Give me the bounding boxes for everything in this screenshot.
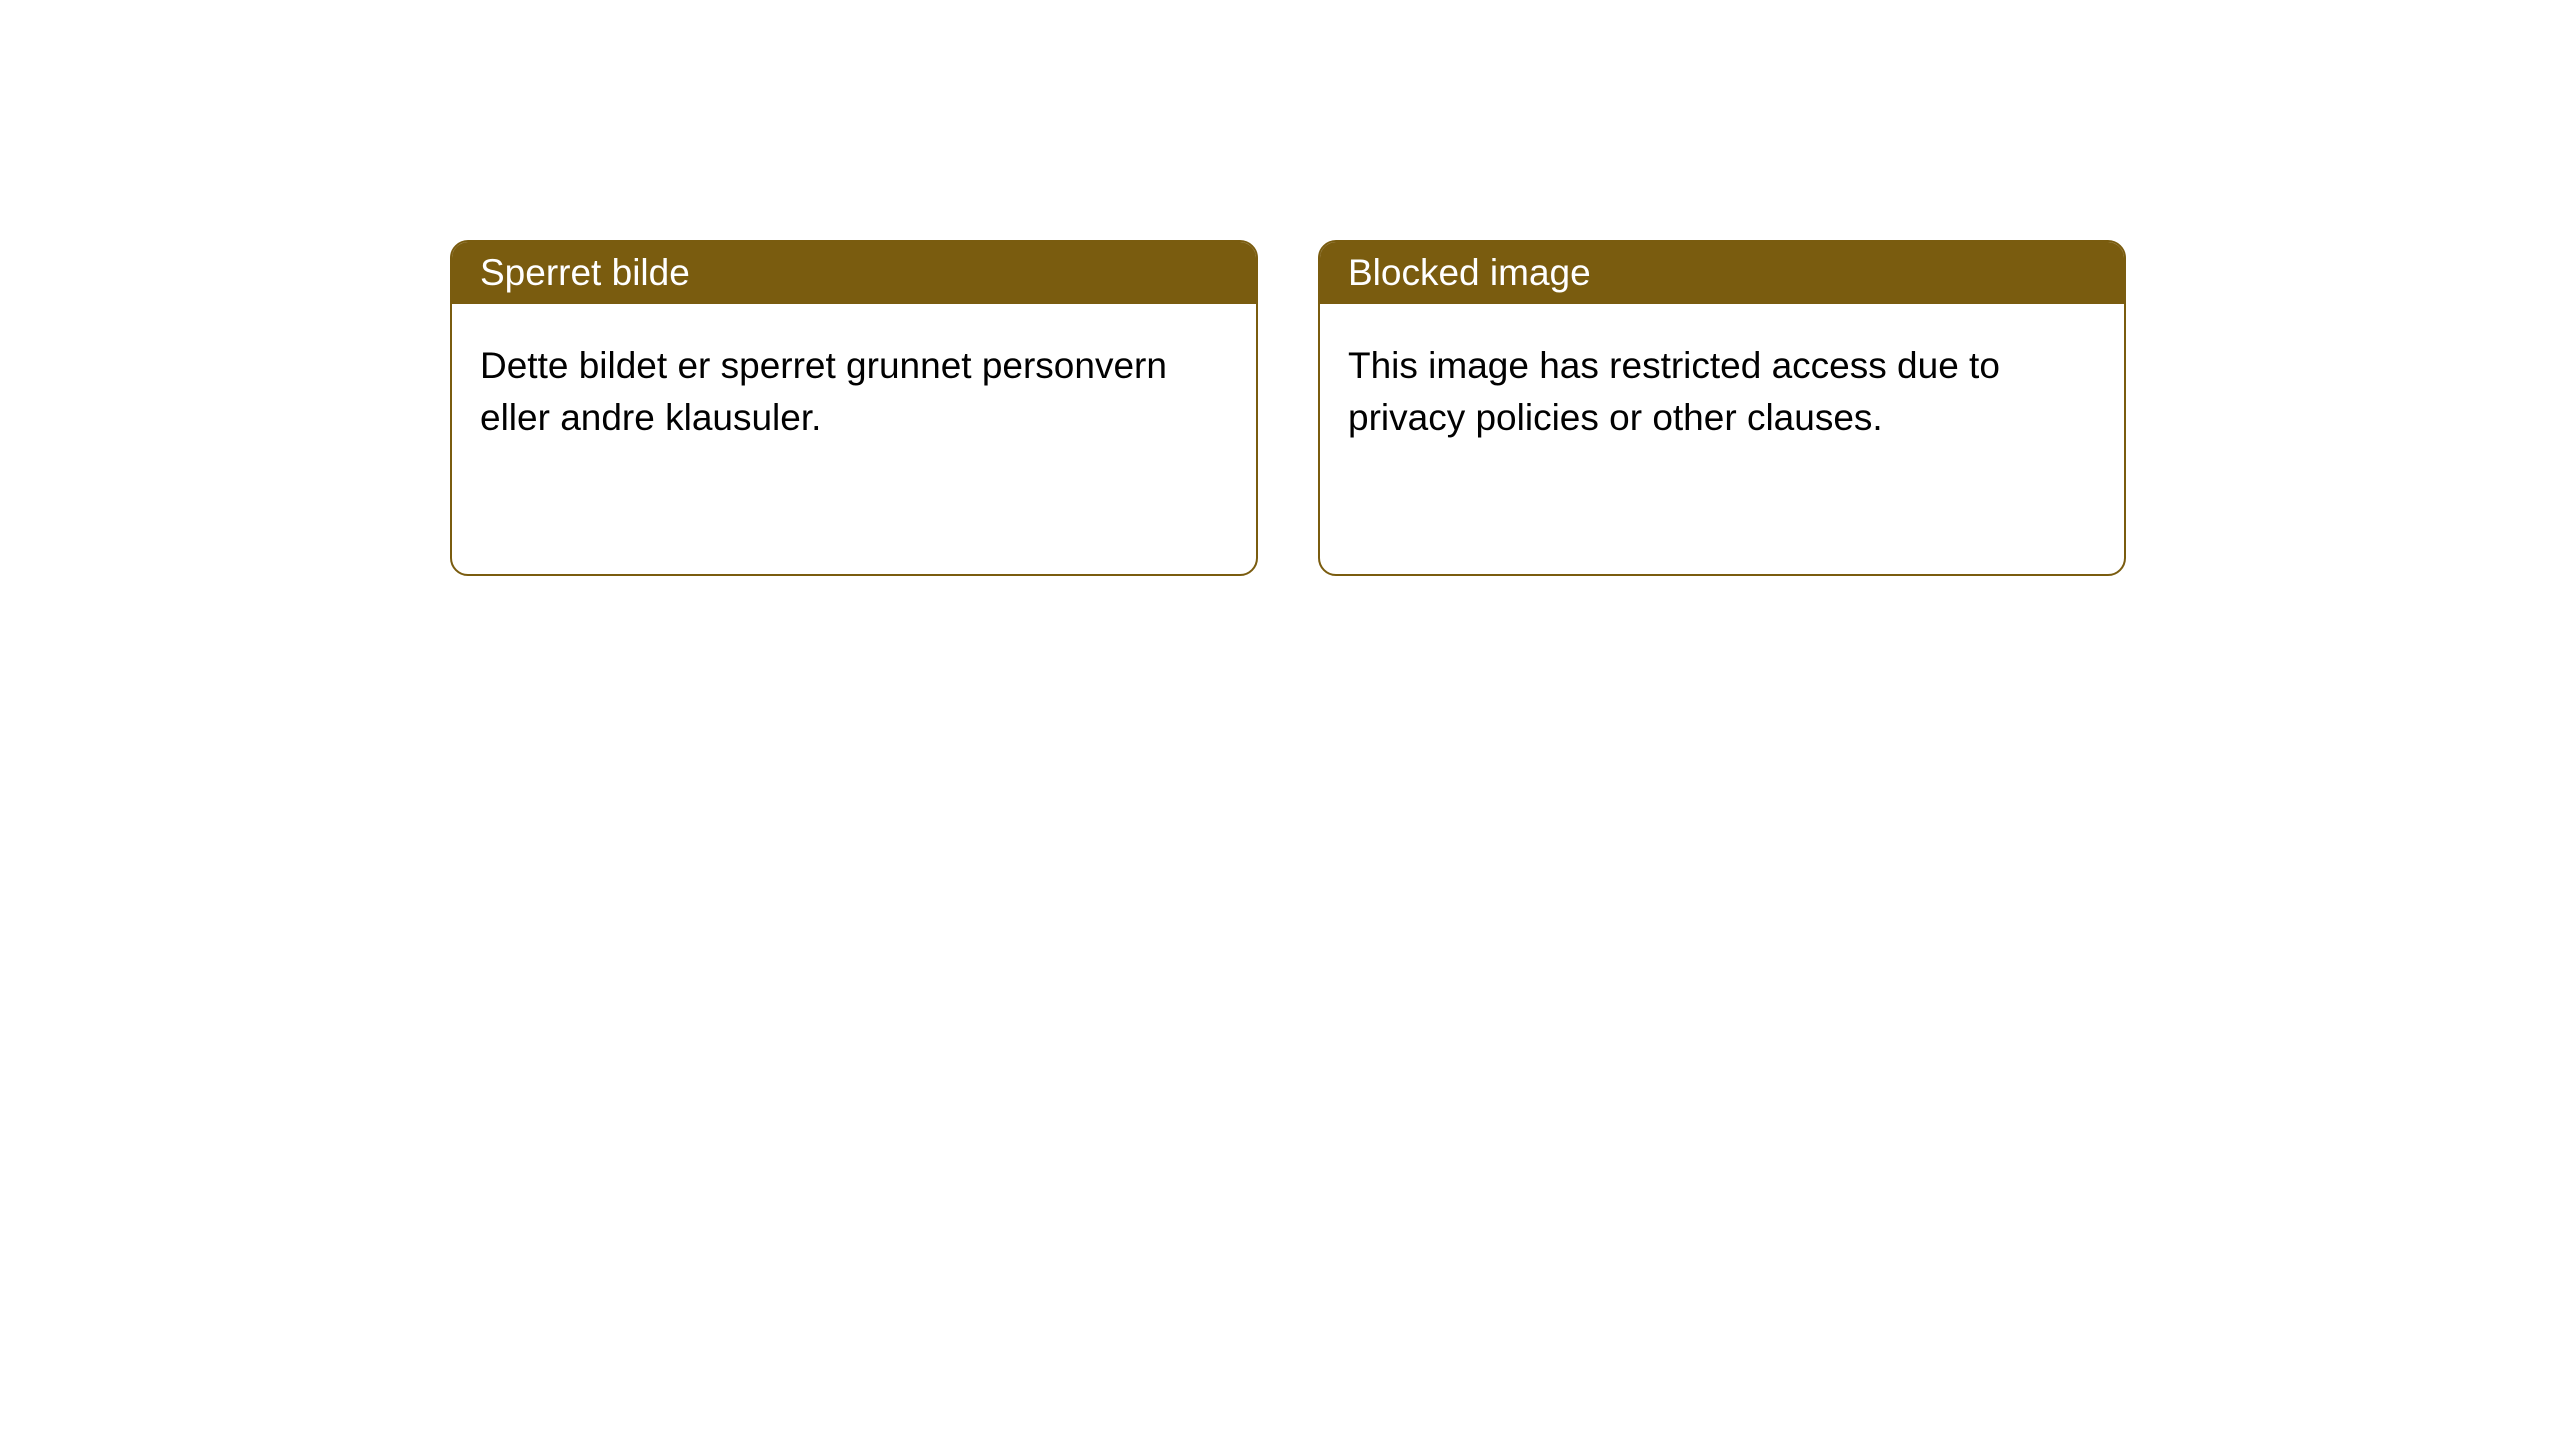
notice-card-english: Blocked image This image has restricted … xyxy=(1318,240,2126,576)
notice-card-title: Blocked image xyxy=(1320,242,2124,304)
notice-card-title: Sperret bilde xyxy=(452,242,1256,304)
notice-card-body: Dette bildet er sperret grunnet personve… xyxy=(452,304,1256,574)
notice-container: Sperret bilde Dette bildet er sperret gr… xyxy=(0,0,2560,576)
notice-card-norwegian: Sperret bilde Dette bildet er sperret gr… xyxy=(450,240,1258,576)
notice-card-body: This image has restricted access due to … xyxy=(1320,304,2124,574)
